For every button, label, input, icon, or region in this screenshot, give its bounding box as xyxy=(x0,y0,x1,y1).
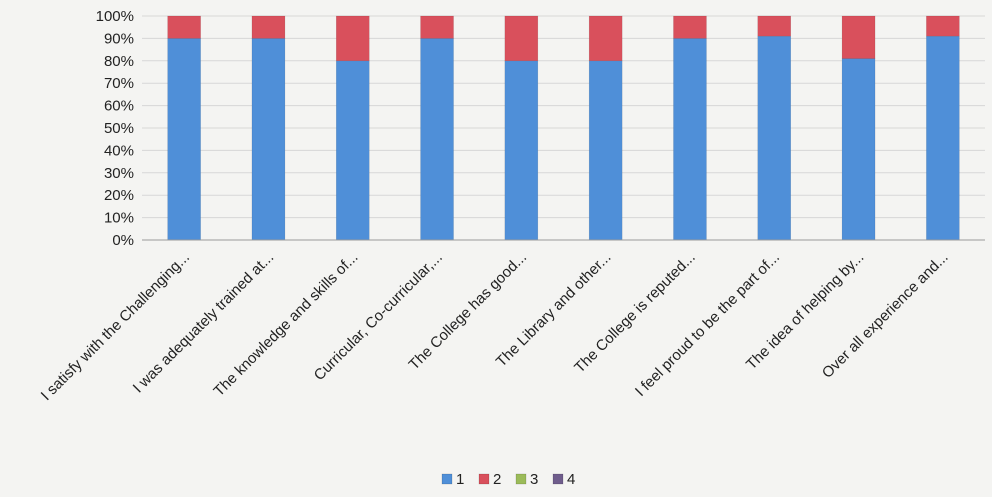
y-tick-label: 100% xyxy=(96,8,134,25)
legend-label: 2 xyxy=(493,471,501,488)
bar-segment-1 xyxy=(926,35,960,241)
bar-segment-1 xyxy=(167,38,201,241)
bar-segment-1 xyxy=(251,38,286,241)
y-tick-label: 50% xyxy=(104,120,134,137)
y-tick-label: 70% xyxy=(104,75,134,92)
legend-swatch-2 xyxy=(478,473,490,485)
y-tick-label: 90% xyxy=(104,30,134,47)
bar-segment-2 xyxy=(841,15,876,59)
bar-segment-1 xyxy=(673,38,707,241)
bar-segment-2 xyxy=(420,15,454,39)
bar-segment-1 xyxy=(504,60,539,241)
x-tick-label: I feel proud to be the part of... xyxy=(632,249,783,400)
legend: 1 2 3 4 xyxy=(441,471,575,488)
y-tick-label: 0% xyxy=(112,232,134,249)
bar-segment-1 xyxy=(420,38,454,241)
bar-segment-2 xyxy=(588,15,623,62)
y-axis: 0% 10% 20% 30% 40% 50% 60% 70% 80% 90% 100% xyxy=(96,8,134,249)
y-tick-label: 10% xyxy=(104,210,134,227)
y-tick-label: 40% xyxy=(104,142,134,159)
bars xyxy=(167,15,960,241)
bar-segment-1 xyxy=(841,58,876,241)
bar-segment-1 xyxy=(757,35,791,241)
y-tick-label: 20% xyxy=(104,187,134,204)
legend-label: 1 xyxy=(456,471,464,488)
y-tick-label: 60% xyxy=(104,98,134,115)
x-tick-label: I was adequately trained at... xyxy=(130,249,278,397)
bar-segment-2 xyxy=(504,15,539,62)
bar-segment-1 xyxy=(336,60,370,241)
x-tick-label: I satisfy with the Challenging... xyxy=(38,249,193,404)
legend-swatch-3 xyxy=(515,473,527,485)
bar-segment-2 xyxy=(251,15,286,39)
y-tick-label: 30% xyxy=(104,165,134,182)
legend-label: 3 xyxy=(530,471,538,488)
x-axis: I satisfy with the Challenging...I was a… xyxy=(38,239,985,404)
bar-segment-2 xyxy=(757,15,791,37)
x-tick-label: The knowledge and skills of... xyxy=(210,249,361,400)
bar-segment-2 xyxy=(926,15,960,37)
legend-swatch-4 xyxy=(552,473,564,485)
bar-segment-1 xyxy=(588,60,623,241)
y-tick-label: 80% xyxy=(104,53,134,70)
legend-swatch-1 xyxy=(441,473,453,485)
legend-label: 4 xyxy=(567,471,575,488)
bar-segment-2 xyxy=(167,15,201,39)
bar-segment-2 xyxy=(336,15,370,62)
bar-segment-2 xyxy=(673,15,707,39)
